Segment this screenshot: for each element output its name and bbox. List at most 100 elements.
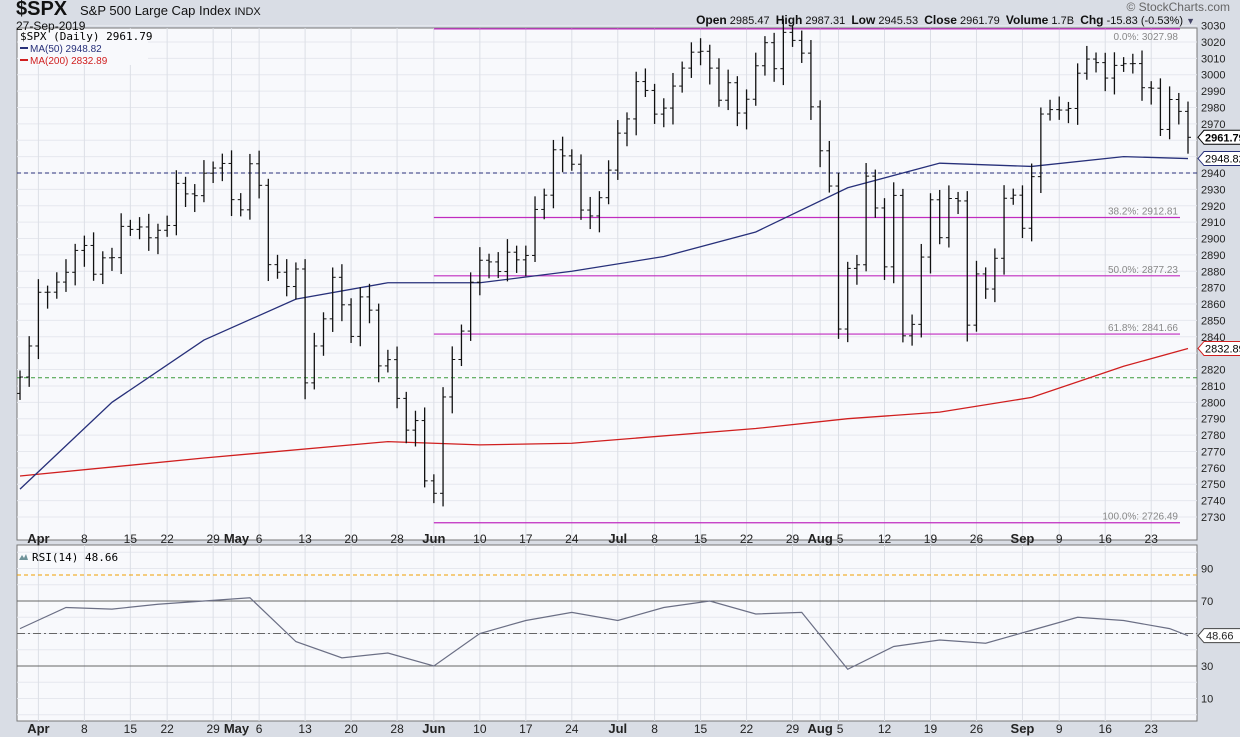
x-tick-label-top: Jun [422, 531, 445, 546]
ohlc-bar [706, 44, 713, 85]
ohlc-bar [688, 42, 695, 78]
price-tick-label: 2890 [1201, 250, 1225, 262]
ohlc-bar [90, 232, 97, 281]
x-tick-label-bottom: Jul [608, 721, 627, 736]
rsi-tick-label: 10 [1201, 694, 1213, 706]
ohlc-bar [826, 140, 833, 193]
ohlc-bar [881, 198, 888, 280]
ohlc-bar [578, 154, 585, 220]
ohlc-bar [1065, 101, 1072, 124]
ohlc-bar [311, 332, 318, 390]
x-tick-label-bottom: 8 [81, 722, 88, 736]
ohlc-bar [890, 182, 897, 284]
x-tick-label-bottom: 26 [970, 722, 984, 736]
price-tag-label: 2832.89 [1205, 343, 1240, 355]
ohlc-bar [1093, 52, 1100, 73]
x-tick-label-top: 13 [298, 532, 312, 546]
ohlc-bar [145, 213, 152, 251]
legend-price: $SPX (Daily) 2961.79 [20, 30, 152, 43]
x-tick-label-top: 15 [694, 532, 708, 546]
ohlc-bar [108, 247, 115, 271]
ohlc-bar [17, 370, 23, 400]
ohlc-bar [237, 193, 244, 217]
high-label: High [775, 13, 803, 27]
ohlc-bar [605, 160, 612, 205]
x-tick-label-top: 5 [837, 532, 844, 546]
ohlc-bar [807, 40, 814, 120]
ohlc-bar [541, 188, 548, 220]
ohlc-bar [256, 150, 263, 199]
price-tick-label: 2920 [1201, 201, 1225, 213]
price-tick-label: 2850 [1201, 315, 1225, 327]
ohlc-bar [118, 213, 125, 275]
ohlc-bar [1139, 50, 1146, 101]
ohlc-bar [715, 58, 722, 107]
x-tick-label-top: 17 [519, 532, 533, 546]
price-tag [1197, 340, 1240, 356]
ohlc-bar [136, 217, 143, 240]
price-tick-label: 2800 [1201, 397, 1225, 409]
exchange: INDX [234, 6, 261, 18]
ohlc-bar [164, 215, 171, 237]
price-tick-label: 3030 [1201, 21, 1225, 33]
x-tick-label-top: 28 [390, 532, 404, 546]
quote-dropdown-icon[interactable]: ▼ [1186, 16, 1195, 26]
price-tag-label: 2948.82 [1205, 154, 1240, 166]
ohlc-bar [817, 100, 824, 168]
price-tick-label: 2870 [1201, 283, 1225, 295]
price-tick-label: 2880 [1201, 266, 1225, 278]
ohlc-bar [872, 169, 879, 218]
x-tick-label-top: Apr [27, 531, 49, 546]
fib-level-label: 61.8%: 2841.66 [1108, 323, 1178, 334]
x-tick-label-top: 16 [1099, 532, 1113, 546]
ohlc-bar [366, 283, 373, 324]
ohlc-bar [982, 267, 989, 299]
ohlc-bar [789, 25, 796, 47]
ohlc-bar [559, 136, 566, 173]
ohlc-bar [62, 259, 69, 292]
ohlc-bar [1166, 86, 1173, 140]
ohlc-bar [550, 139, 557, 209]
rsi-tick-label: 70 [1201, 596, 1213, 608]
x-tick-label-top: 6 [256, 532, 263, 546]
ohlc-bar [1175, 92, 1182, 125]
ohlc-bar [394, 346, 401, 409]
ohlc-bar [504, 239, 511, 282]
price-tick-label: 3010 [1201, 53, 1225, 65]
x-tick-label-bottom: Sep [1011, 721, 1035, 736]
x-tick-label-top: 22 [160, 532, 174, 546]
ohlc-bar [633, 71, 640, 136]
price-tick-label: 2770 [1201, 446, 1225, 458]
ohlc-bar [1148, 81, 1155, 105]
security-name: S&P 500 Large Cap Index INDX [80, 3, 261, 20]
ohlc-bar [440, 387, 447, 507]
ohlc-bar [467, 272, 474, 341]
x-tick-label-top: 9 [1056, 532, 1063, 546]
ohlc-bar [752, 52, 759, 106]
x-tick-label-top: 22 [740, 532, 754, 546]
ohlc-bar [918, 243, 925, 338]
ohlc-bar [1019, 185, 1026, 239]
ohlc-bar [283, 259, 290, 297]
ohlc-bar [292, 262, 299, 300]
ohlc-bar [99, 251, 106, 285]
ohlc-bar [743, 89, 750, 130]
ohlc-bar [228, 150, 235, 217]
legend-bg [18, 29, 148, 65]
ohlc-bar [991, 248, 998, 303]
x-tick-label-bottom: 6 [256, 722, 263, 736]
high-value: 2987.31 [805, 15, 846, 27]
x-tick-label-top: 20 [344, 532, 358, 546]
ohlc-bar [403, 391, 410, 444]
x-tick-label-bottom: 5 [837, 722, 844, 736]
chart-date: 27-Sep-2019 [16, 19, 86, 33]
ohlc-bar [522, 245, 529, 277]
close-value: 2961.79 [960, 15, 1000, 27]
ohlc-bar [357, 287, 364, 347]
ohlc-bar [863, 163, 870, 272]
ohlc-bar [495, 252, 502, 279]
ohlc-bar [853, 254, 860, 285]
x-tick-label-bottom: 29 [206, 722, 220, 736]
ohlc-bar [771, 32, 778, 82]
x-tick-label-top: 24 [565, 532, 579, 546]
